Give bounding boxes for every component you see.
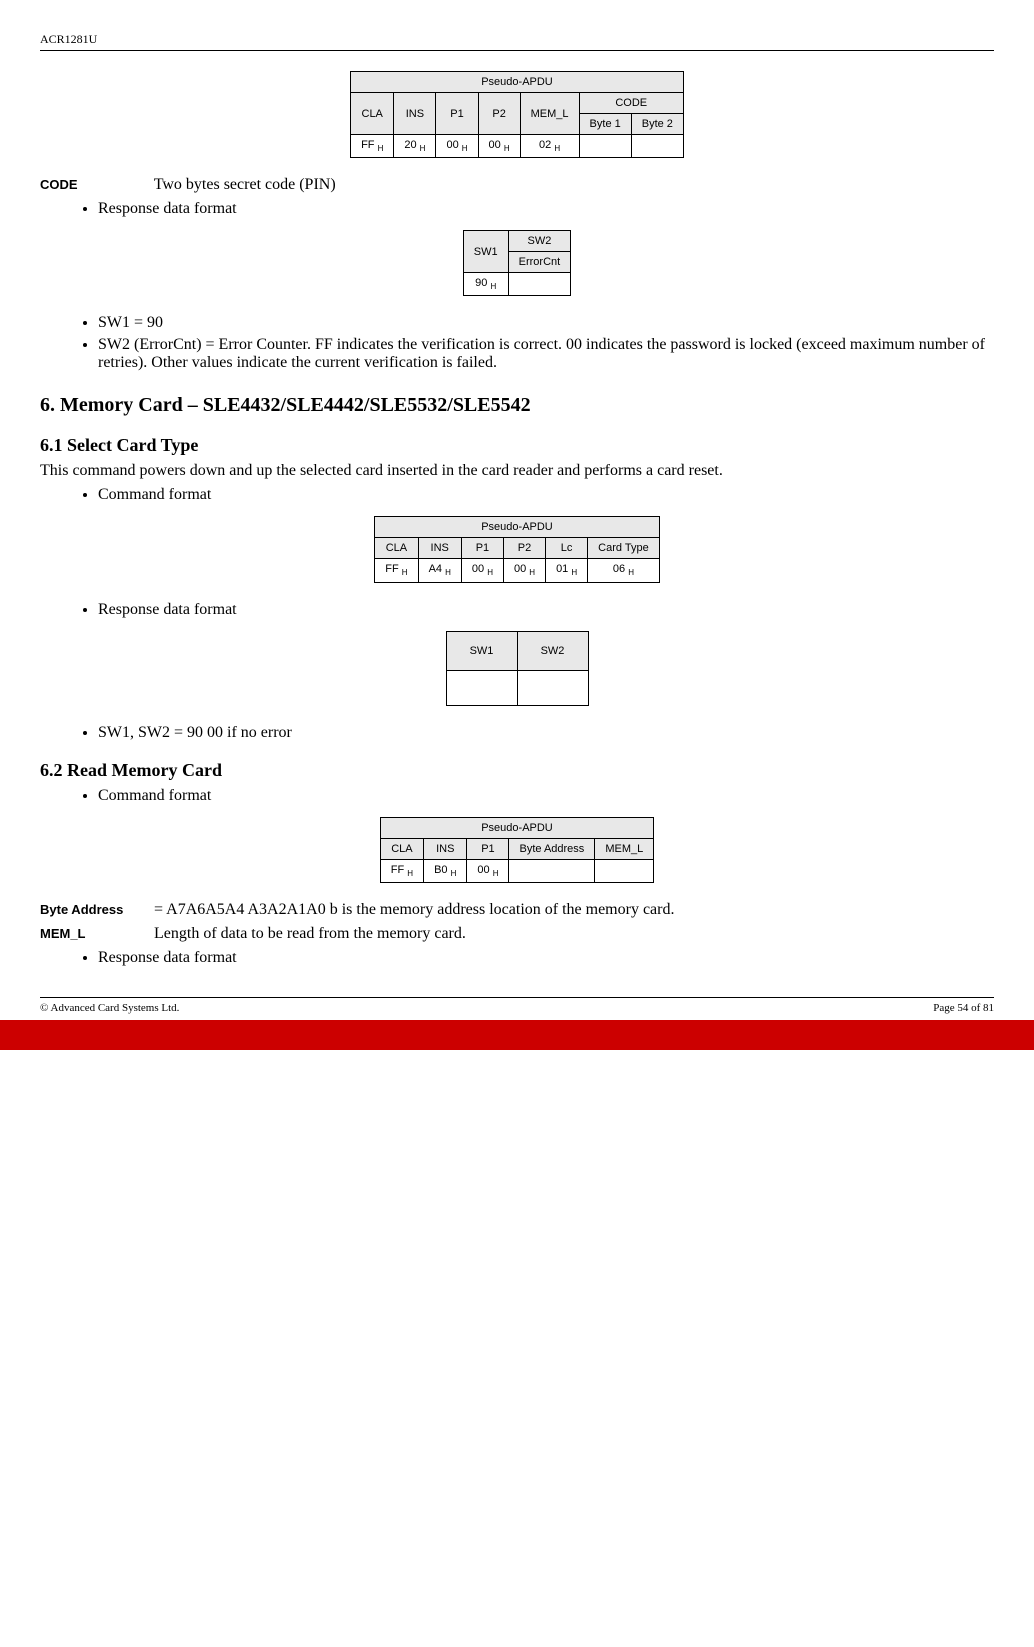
bullet-command-format: Command format (98, 486, 994, 504)
col-cla: CLA (351, 93, 394, 135)
cell: FF H (351, 135, 394, 158)
cell: 06 H (588, 559, 660, 582)
bullet-response-format: Response data format (98, 200, 994, 218)
code-text: Two bytes secret code (PIN) (154, 176, 336, 193)
section-6-title: 6. Memory Card – SLE4432/SLE4442/SLE5532… (40, 394, 994, 417)
cell: FF H (380, 859, 423, 882)
footer-right: Page 54 of 81 (933, 1002, 994, 1014)
pseudo-apdu-table-code: Pseudo-APDU CLA INS P1 P2 MEM_L CODE Byt… (350, 71, 684, 158)
col: Lc (546, 538, 588, 559)
cell: 00 H (436, 135, 478, 158)
bullet-command-format-2: Command format (98, 787, 994, 805)
cell: FF H (375, 559, 418, 582)
select-card-type-table: Pseudo-APDU CLA INS P1 P2 Lc Card Type F… (374, 516, 659, 582)
col: INS (424, 838, 467, 859)
col-byte1: Byte 1 (579, 114, 631, 135)
col: Card Type (588, 538, 660, 559)
cell: 90 H (463, 273, 508, 296)
cell: B0 H (424, 859, 467, 882)
cell: 01 H (546, 559, 588, 582)
section-6-1-title: 6.1 Select Card Type (40, 435, 994, 456)
col-sw2: SW2 (517, 631, 588, 670)
footer-red-bar (0, 1020, 1034, 1050)
bullet-sw2: SW2 (ErrorCnt) = Error Counter. FF indic… (98, 336, 994, 372)
col-ins: INS (394, 93, 436, 135)
col: P1 (461, 538, 503, 559)
byte-address-text: = A7A6A5A4 A3A2A1A0 b is the memory addr… (154, 901, 674, 918)
col: CLA (380, 838, 423, 859)
read-memory-card-table: Pseudo-APDU CLA INS P1 Byte Address MEM_… (380, 817, 654, 883)
page-footer: © Advanced Card Systems Ltd. Page 54 of … (40, 997, 994, 1014)
cell (595, 859, 654, 882)
cell: 00 H (467, 859, 509, 882)
mem-l-desc: MEM_L Length of data to be read from the… (40, 925, 994, 943)
col-sw1: SW1 (446, 631, 517, 670)
cell (446, 670, 517, 705)
cell (517, 670, 588, 705)
col-errorcnt: ErrorCnt (508, 252, 571, 273)
model-label: ACR1281U (40, 32, 97, 46)
col-byte2: Byte 2 (631, 114, 683, 135)
cell (508, 273, 571, 296)
col-code: CODE (579, 93, 683, 114)
cell: 20 H (394, 135, 436, 158)
cell: 02 H (520, 135, 579, 158)
bullet-response-format-3: Response data format (98, 949, 994, 967)
col: P1 (467, 838, 509, 859)
bullet-response-format-2: Response data format (98, 601, 994, 619)
code-description: CODE Two bytes secret code (PIN) (40, 176, 994, 194)
col-sw2: SW2 (508, 231, 571, 252)
col: MEM_L (595, 838, 654, 859)
section-6-2-title: 6.2 Read Memory Card (40, 760, 994, 781)
col: CLA (375, 538, 418, 559)
sw1-sw2-table: SW1 SW2 (446, 631, 589, 706)
cell: 00 H (461, 559, 503, 582)
footer-left: © Advanced Card Systems Ltd. (40, 1002, 179, 1014)
bullet-sw1: SW1 = 90 (98, 314, 994, 332)
col-sw1: SW1 (463, 231, 508, 273)
byte-address-label: Byte Address (40, 902, 150, 917)
col-p1: P1 (436, 93, 478, 135)
col: Byte Address (509, 838, 595, 859)
byte-address-desc: Byte Address = A7A6A5A4 A3A2A1A0 b is th… (40, 901, 994, 919)
cell: A4 H (418, 559, 461, 582)
code-label: CODE (40, 177, 150, 192)
cell: 00 H (478, 135, 520, 158)
col-meml: MEM_L (520, 93, 579, 135)
bullet-sw1-sw2: SW1, SW2 = 90 00 if no error (98, 724, 994, 742)
page-header: ACR1281U (40, 30, 994, 51)
table-title: Pseudo-APDU (380, 817, 653, 838)
sw-errorcnt-table: SW1 SW2 ErrorCnt 90 H (463, 230, 571, 296)
table-title: Pseudo-APDU (351, 72, 684, 93)
cell: 00 H (503, 559, 545, 582)
cell (579, 135, 631, 158)
col: P2 (503, 538, 545, 559)
mem-l-label: MEM_L (40, 926, 150, 941)
mem-l-text: Length of data to be read from the memor… (154, 925, 466, 942)
section-6-1-para: This command powers down and up the sele… (40, 462, 994, 480)
table-title: Pseudo-APDU (375, 517, 659, 538)
col: INS (418, 538, 461, 559)
col-p2: P2 (478, 93, 520, 135)
cell (509, 859, 595, 882)
cell (631, 135, 683, 158)
